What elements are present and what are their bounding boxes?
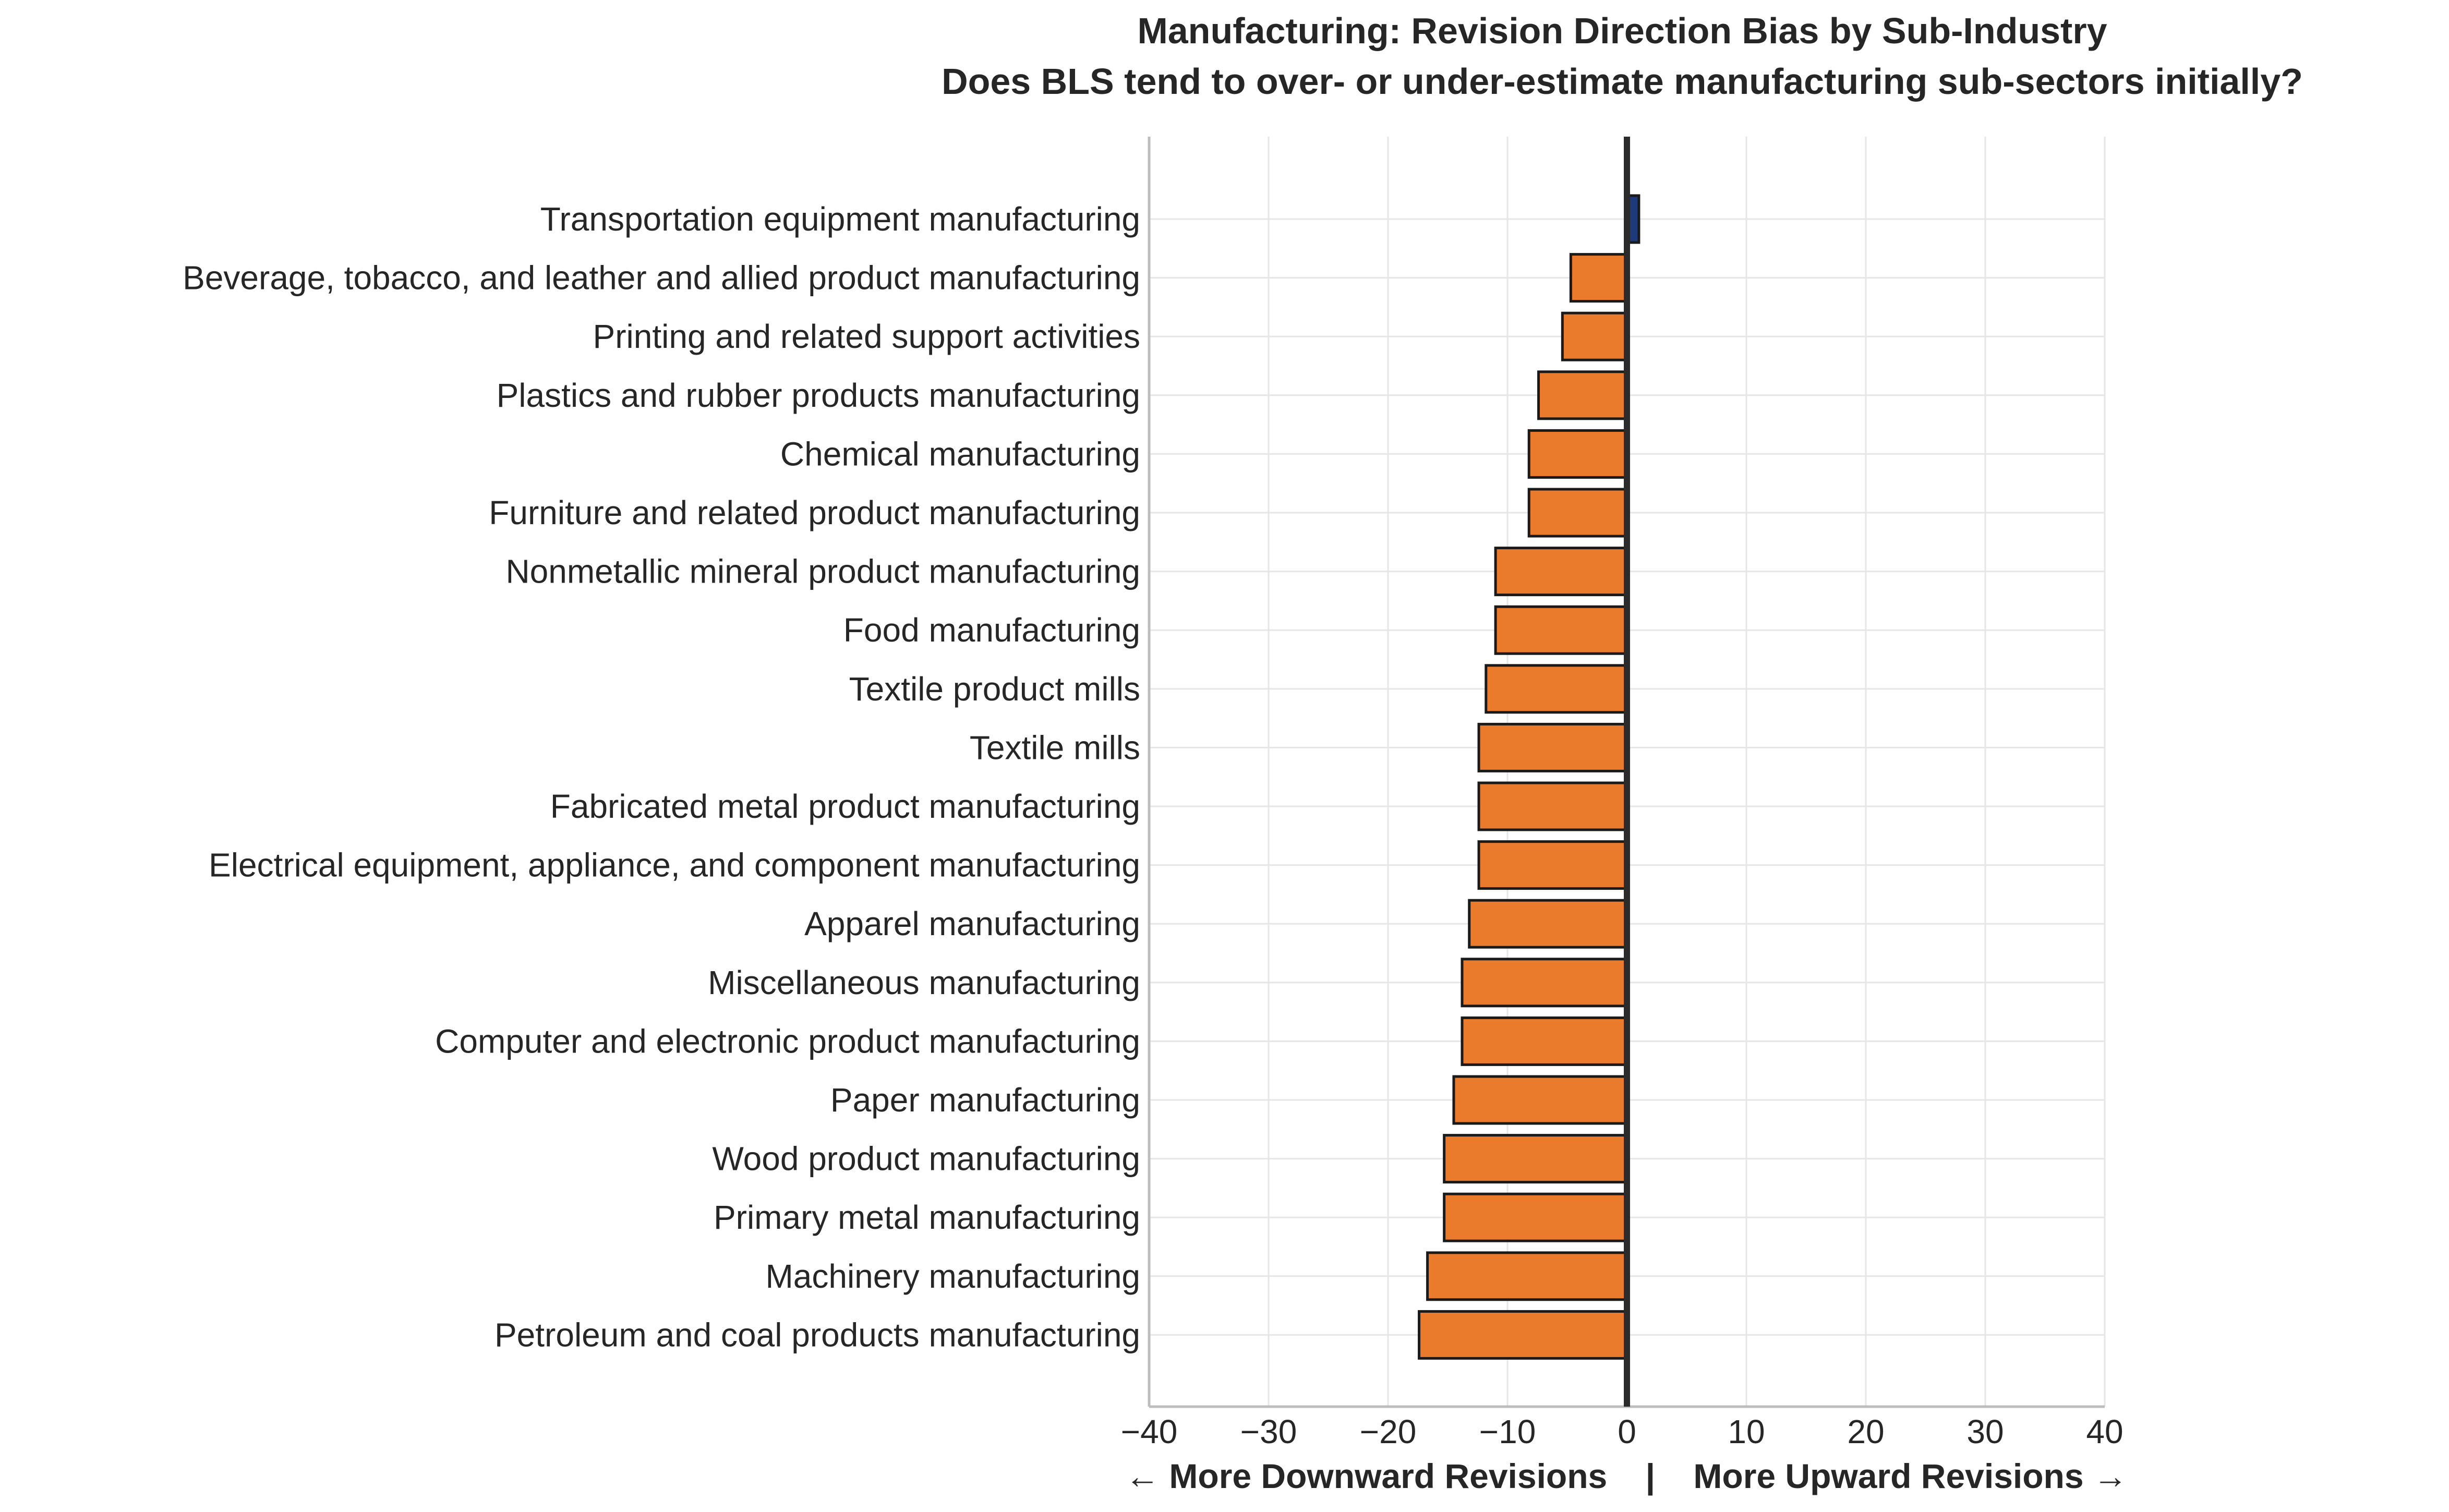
bar [1527, 429, 1628, 479]
bar [1477, 840, 1628, 890]
bar [1468, 899, 1628, 949]
x-tick-label: −20 [1360, 1413, 1417, 1450]
category-label: Wood product manufacturing [712, 1140, 1140, 1178]
category-label: Electrical equipment, appliance, and com… [209, 846, 1140, 884]
category-label: Furniture and related product manufactur… [489, 494, 1140, 531]
bar [1426, 1251, 1628, 1301]
category-label: Chemical manufacturing [780, 435, 1140, 473]
category-label: Textile product mills [849, 670, 1140, 708]
bar [1494, 605, 1628, 655]
bar [1461, 958, 1628, 1008]
bar [1494, 547, 1628, 597]
bar [1443, 1134, 1628, 1184]
category-label: Printing and related support activities [593, 318, 1140, 355]
axis-layer: −40 −30 −20 −10 0 10 20 30 40 Transportation equi… [183, 137, 2124, 1450]
x-tick-label: 40 [2086, 1413, 2123, 1450]
chart-subtitle: Does BLS tend to over- or under-estimate… [942, 61, 2303, 102]
bar [1527, 488, 1628, 538]
category-label: Apparel manufacturing [804, 905, 1140, 942]
category-label: Primary metal manufacturing [714, 1199, 1140, 1236]
category-label: Plastics and rubber products manufacturi… [497, 377, 1140, 414]
category-label: Nonmetallic mineral product manufacturin… [505, 553, 1140, 590]
bar [1485, 664, 1628, 714]
bar [1477, 781, 1628, 831]
bar [1569, 253, 1628, 303]
category-label: Paper manufacturing [830, 1081, 1140, 1119]
category-label: Transportation equipment manufacturing [540, 200, 1140, 238]
bar [1537, 370, 1628, 420]
category-label: Machinery manufacturing [765, 1257, 1140, 1295]
bar [1477, 722, 1628, 772]
category-label: Miscellaneous manufacturing [708, 964, 1140, 1001]
x-tick-label: −10 [1479, 1413, 1536, 1450]
category-label: Food manufacturing [843, 611, 1140, 649]
bar [1418, 1310, 1628, 1360]
x-tick-label: −40 [1121, 1413, 1178, 1450]
category-label: Beverage, tobacco, and leather and allie… [183, 259, 1140, 297]
x-tick-label: 0 [1618, 1413, 1636, 1450]
bars-layer [1418, 194, 1640, 1360]
bar [1561, 311, 1628, 361]
bar [1452, 1075, 1628, 1125]
x-tick-label: 30 [1967, 1413, 2004, 1450]
x-tick-label: 20 [1847, 1413, 1884, 1450]
bar [1461, 1016, 1628, 1066]
bar [1443, 1192, 1628, 1242]
category-label: Fabricated metal product manufacturing [550, 788, 1140, 825]
x-tick-label: −30 [1240, 1413, 1297, 1450]
category-label: Computer and electronic product manufact… [435, 1022, 1140, 1060]
x-tick-label: 10 [1728, 1413, 1765, 1450]
category-label: Textile mills [970, 729, 1140, 766]
x-axis-label: ← More Downward Revisions | More Upward … [1125, 1457, 2128, 1496]
category-label: Petroleum and coal products manufacturin… [494, 1316, 1140, 1353]
chart-title: Manufacturing: Revision Direction Bias b… [1137, 10, 2107, 51]
